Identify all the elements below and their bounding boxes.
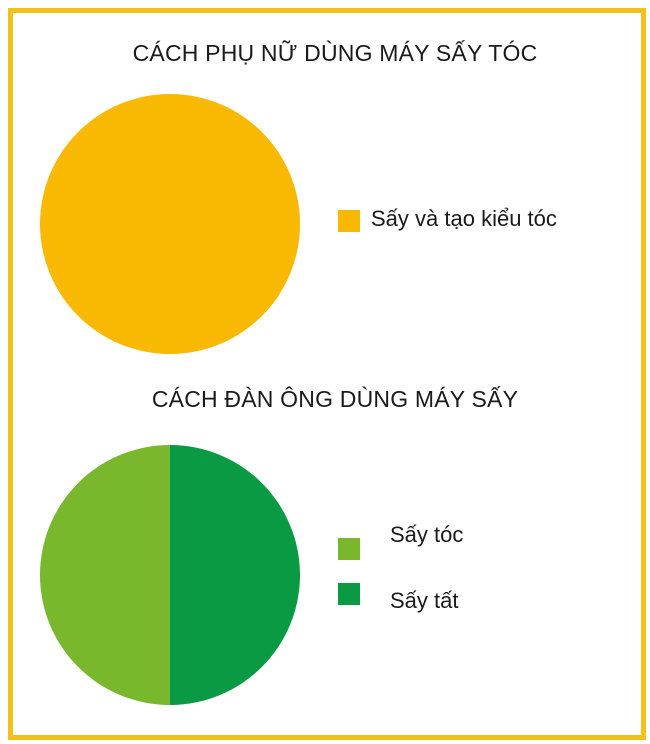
- legend-swatch-styling: [338, 210, 360, 232]
- pie-chart-women: [40, 94, 300, 354]
- pie-men-say-toc-slice: [40, 445, 170, 705]
- legend-label-dry-socks: Sấy tất: [390, 588, 459, 613]
- chart-frame: [8, 8, 646, 740]
- pie-chart-men: [40, 445, 300, 705]
- chart-title-men: CÁCH ĐÀN ÔNG DÙNG MÁY SẤY: [151, 386, 519, 412]
- legend-swatch-dry-hair: [338, 538, 360, 560]
- legend-label-dry-hair: Sấy tóc: [390, 522, 464, 547]
- legend-label-styling: Sấy và tạo kiểu tóc: [371, 206, 557, 231]
- pie-men-say-tat-slice: [170, 445, 300, 705]
- pie-women-say-va-tao-kieu-toc-slice: [40, 94, 300, 354]
- legend-swatch-dry-socks: [338, 583, 360, 605]
- chart-title-women: CÁCH PHỤ NỮ DÙNG MÁY SẤY TÓC: [132, 40, 538, 66]
